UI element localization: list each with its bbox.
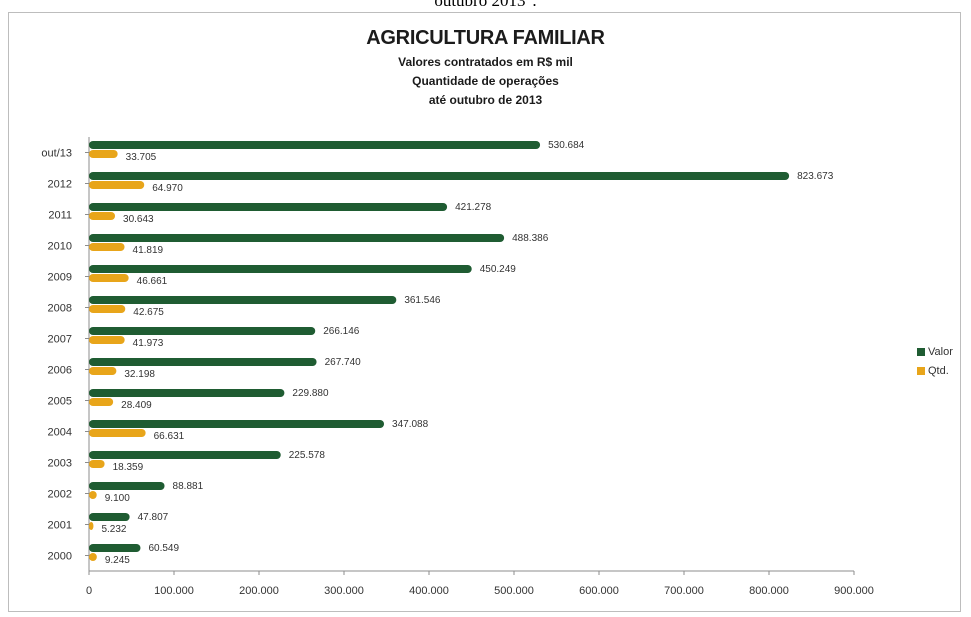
- bar-valor: [89, 327, 316, 335]
- data-label-qtd: 5.232: [101, 524, 126, 535]
- bar-qtd: [89, 367, 117, 375]
- chart-subtitle-line-2: Quantidade de operações: [412, 74, 559, 88]
- x-tick-label: 100.000: [154, 585, 194, 597]
- data-label-valor: 421.278: [455, 202, 492, 213]
- bar-valor: [89, 203, 448, 211]
- bar-valor: [89, 420, 385, 428]
- bar-qtd: [89, 429, 146, 437]
- y-tick-label: 2009: [48, 272, 72, 284]
- data-label-qtd: 30.643: [123, 214, 154, 225]
- data-label-qtd: 41.819: [133, 245, 164, 256]
- x-tick-label: 0: [86, 585, 92, 597]
- bar-qtd: [89, 553, 97, 561]
- top-caption: outubro 2013".: [434, 0, 537, 10]
- bar-qtd: [89, 181, 145, 189]
- bar-qtd: [89, 522, 94, 530]
- bar-valor: [89, 358, 317, 366]
- x-tick-label: 200.000: [239, 585, 279, 597]
- bar-valor: [89, 513, 130, 521]
- bar-qtd: [89, 212, 116, 220]
- bar-qtd: [89, 305, 126, 313]
- data-label-valor: 47.807: [138, 512, 169, 523]
- bar-valor: [89, 265, 472, 273]
- bar-valor: [89, 389, 285, 397]
- data-label-qtd: 41.973: [133, 338, 164, 349]
- y-tick-label: out/13: [41, 148, 72, 160]
- data-label-valor: 823.673: [797, 171, 834, 182]
- bar-valor: [89, 451, 281, 459]
- chart-title: AGRICULTURA FAMILIAR: [366, 27, 605, 49]
- data-label-valor: 225.578: [289, 450, 326, 461]
- data-label-valor: 450.249: [480, 264, 517, 275]
- legend-label-qtd: Qtd.: [928, 365, 949, 377]
- data-label-valor: 488.386: [512, 233, 549, 244]
- data-label-qtd: 28.409: [121, 400, 152, 411]
- y-tick-label: 2004: [48, 427, 72, 439]
- chart-subtitle-line-3: até outubro de 2013: [428, 93, 543, 107]
- bar-qtd: [89, 150, 118, 158]
- bar-valor: [89, 234, 505, 242]
- data-label-valor: 267.740: [325, 357, 362, 368]
- data-label-qtd: 33.705: [126, 152, 157, 163]
- data-label-qtd: 32.198: [124, 369, 155, 380]
- bar-qtd: [89, 398, 114, 406]
- bar-valor: [89, 172, 790, 180]
- y-tick-label: 2011: [48, 210, 72, 222]
- legend-item-valor: Valor: [917, 346, 953, 358]
- y-tick-label: 2007: [48, 334, 72, 346]
- data-label-valor: 266.146: [323, 326, 360, 337]
- data-label-qtd: 64.970: [152, 183, 183, 194]
- bar-qtd: [89, 274, 129, 282]
- data-label-valor: 530.684: [548, 140, 585, 151]
- legend-swatch-valor: [917, 348, 925, 357]
- chart-subtitle-line-1: Valores contratados em R$ mil: [398, 55, 573, 69]
- x-tick-label: 400.000: [409, 585, 449, 597]
- legend-item-qtd: Qtd.: [917, 365, 949, 377]
- x-tick-label: 700.000: [664, 585, 704, 597]
- bar-qtd: [89, 336, 125, 344]
- x-tick-label: 300.000: [324, 585, 364, 597]
- data-label-qtd: 9.245: [105, 555, 130, 566]
- y-tick-label: 2006: [48, 365, 72, 377]
- data-label-qtd: 18.359: [113, 462, 144, 473]
- data-label-qtd: 46.661: [137, 276, 168, 287]
- y-tick-label: 2002: [48, 489, 72, 501]
- data-label-qtd: 66.631: [154, 431, 185, 442]
- data-label-valor: 361.546: [404, 295, 441, 306]
- data-label-valor: 347.088: [392, 419, 429, 430]
- data-label-qtd: 9.100: [105, 493, 130, 504]
- y-tick-label: 2000: [48, 551, 72, 563]
- chart-frame: [8, 12, 961, 612]
- bar-valor: [89, 482, 165, 490]
- legend-swatch-qtd: [917, 367, 925, 376]
- legend-label-valor: Valor: [928, 346, 953, 358]
- x-tick-label: 900.000: [834, 585, 874, 597]
- y-tick-label: 2001: [48, 520, 72, 532]
- y-tick-label: 2005: [48, 396, 72, 408]
- y-tick-label: 2008: [48, 303, 72, 315]
- bar-valor: [89, 544, 141, 552]
- y-tick-label: 2003: [48, 458, 72, 470]
- data-label-valor: 88.881: [173, 481, 204, 492]
- x-tick-label: 500.000: [494, 585, 534, 597]
- y-tick-label: 2012: [48, 179, 72, 191]
- data-label-valor: 60.549: [148, 543, 179, 554]
- x-tick-label: 600.000: [579, 585, 619, 597]
- data-label-valor: 229.880: [292, 388, 329, 399]
- y-tick-label: 2010: [48, 241, 72, 253]
- bar-qtd: [89, 460, 105, 468]
- bar-valor: [89, 141, 541, 149]
- bar-qtd: [89, 243, 125, 251]
- x-tick-label: 800.000: [749, 585, 789, 597]
- bar-valor: [89, 296, 397, 304]
- bar-qtd: [89, 491, 97, 499]
- data-label-qtd: 42.675: [133, 307, 164, 318]
